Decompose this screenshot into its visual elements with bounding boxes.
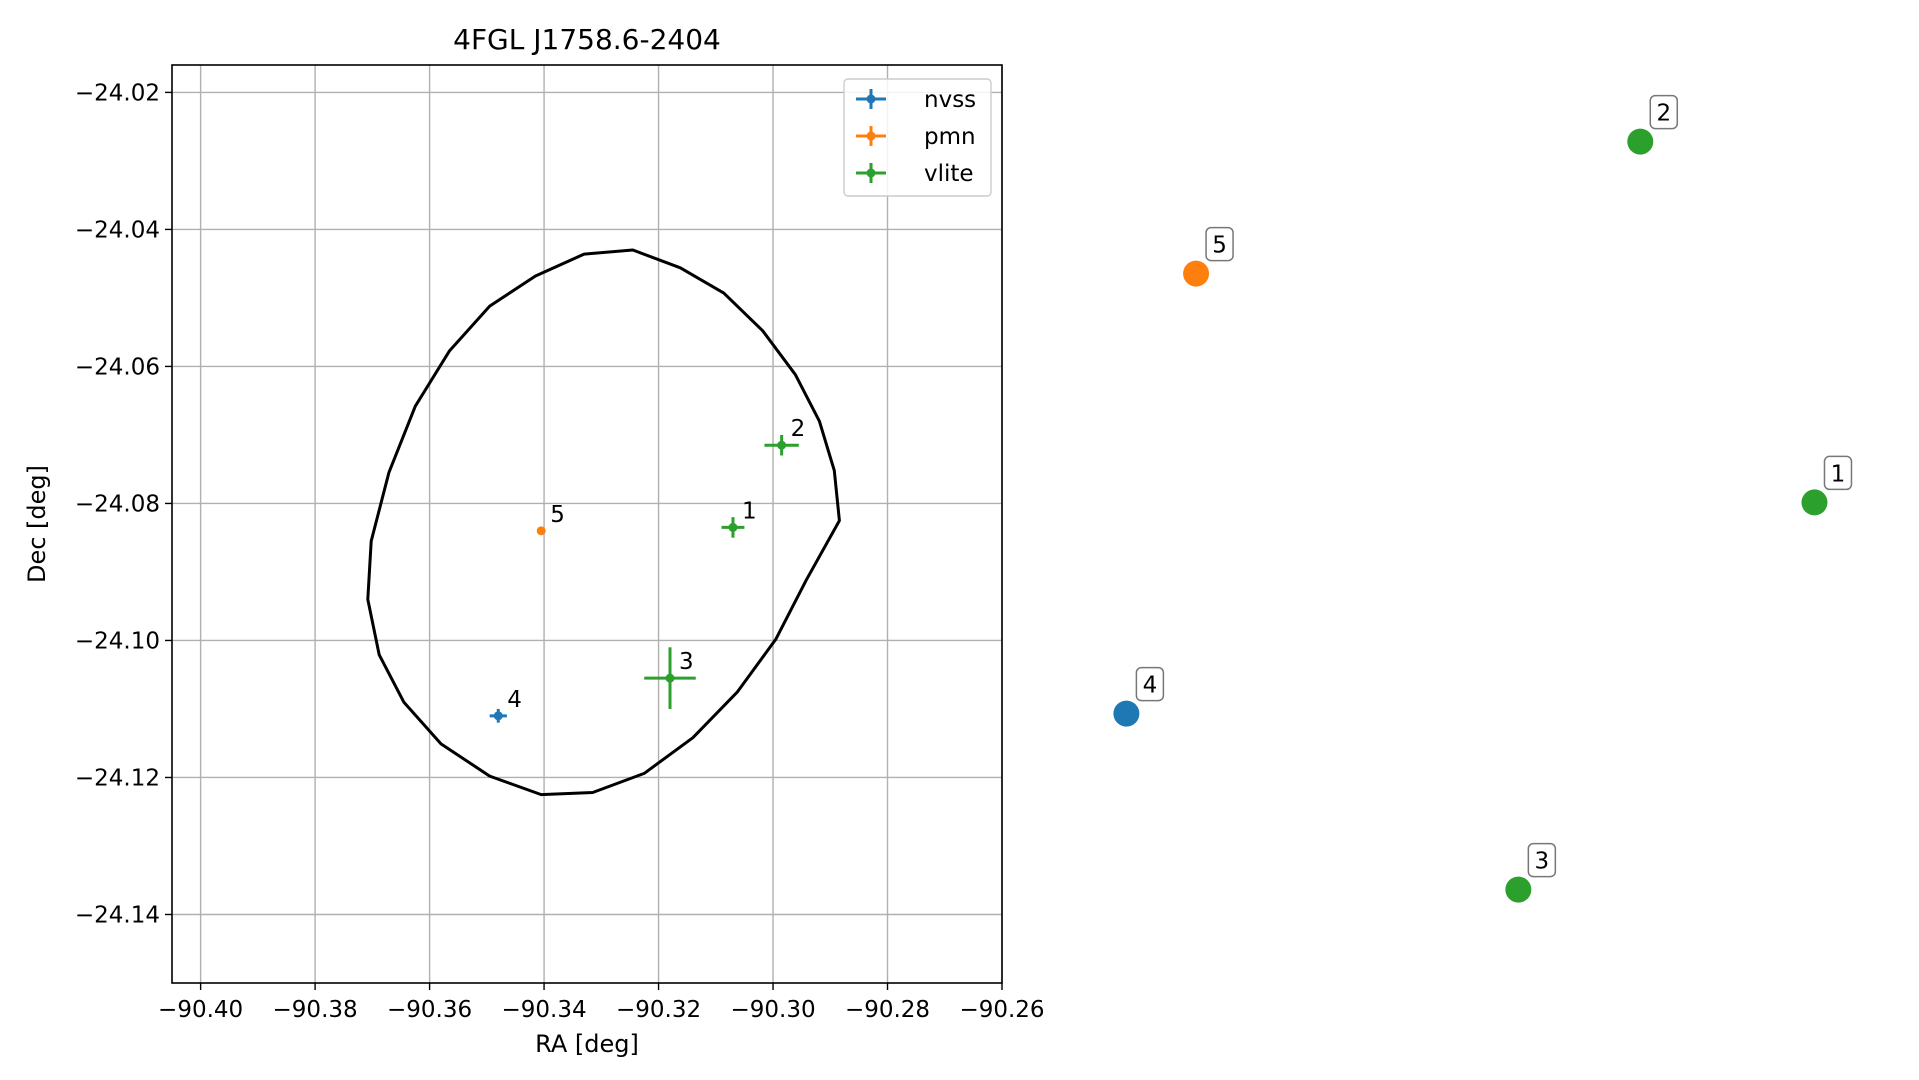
legend-label: nvss xyxy=(924,87,976,113)
chart-title: 4FGL J1758.6-2404 xyxy=(453,23,721,56)
plot-frame xyxy=(171,64,1003,984)
point-label: 5 xyxy=(550,502,565,528)
key-point-4: 4 xyxy=(1113,666,1165,727)
key-label-box xyxy=(1649,94,1679,130)
key-point-3: 3 xyxy=(1505,842,1557,903)
key-marker xyxy=(1183,260,1210,287)
point-vlite-2: 2 xyxy=(764,416,806,456)
y-axis-label: Dec [deg] xyxy=(23,465,51,583)
point-label: 1 xyxy=(742,498,757,524)
legend-marker xyxy=(866,168,876,178)
key-marker xyxy=(1113,700,1140,727)
error-ellipse-outline xyxy=(366,248,841,797)
x-axis-ticks: −90.40 −90.38 −90.36 −90.34 −90.32 −90.30 −90.… xyxy=(158,983,1045,1023)
key-label: 5 xyxy=(1212,233,1227,259)
key-point-2: 2 xyxy=(1627,94,1679,155)
y-tick-label: −24.04 xyxy=(75,217,160,243)
point-vlite-3: 3 xyxy=(644,647,696,709)
legend: nvss pmn vlite xyxy=(843,78,992,197)
legend-box xyxy=(843,78,992,197)
y-axis-ticks: −24.02 −24.04 −24.06 −24.08 −24.10 −24.12 −24.… xyxy=(75,80,172,928)
point-marker xyxy=(536,526,546,536)
point-marker xyxy=(493,711,503,721)
legend-marker xyxy=(866,94,876,104)
y-tick-label: −24.06 xyxy=(75,354,160,380)
y-tick-label: −24.10 xyxy=(75,628,160,654)
key-label: 1 xyxy=(1831,461,1846,487)
point-vlite-1: 1 xyxy=(721,498,757,538)
point-label: 3 xyxy=(679,649,694,675)
x-axis-label: RA [deg] xyxy=(535,1030,639,1058)
error-ellipse xyxy=(366,248,841,797)
key-label-box xyxy=(1135,666,1165,702)
point-nvss-4: 4 xyxy=(489,687,522,723)
key-label: 2 xyxy=(1656,101,1671,127)
key-marker xyxy=(1627,128,1654,155)
legend-label: vlite xyxy=(924,161,974,187)
x-tick-label: −90.26 xyxy=(959,997,1044,1023)
source-key-panel: 4 5 1 2 3 xyxy=(1113,94,1853,903)
y-tick-label: −24.02 xyxy=(75,80,160,106)
x-tick-label: −90.40 xyxy=(158,997,243,1023)
key-point-5: 5 xyxy=(1183,226,1234,287)
error-ellipse-panel: 4FGL J1758.6-2404 45 123 −90.40 −90.38 −90.… xyxy=(23,23,1045,1058)
y-tick-label: −24.14 xyxy=(75,902,160,928)
point-pmn-5: 5 xyxy=(536,502,565,536)
legend-item-nvss: nvss xyxy=(856,87,976,113)
key-point-1: 1 xyxy=(1801,455,1853,516)
point-marker xyxy=(665,673,675,683)
point-label: 2 xyxy=(791,416,806,442)
x-tick-label: −90.32 xyxy=(616,997,701,1023)
key-label: 3 xyxy=(1535,849,1550,875)
x-tick-label: −90.38 xyxy=(273,997,358,1023)
key-marker xyxy=(1505,876,1532,903)
x-tick-label: −90.36 xyxy=(387,997,472,1023)
key-label-box xyxy=(1823,455,1853,491)
key-label: 4 xyxy=(1143,673,1158,699)
key-label-box xyxy=(1205,226,1234,262)
point-label: 4 xyxy=(507,687,522,713)
y-tick-label: −24.12 xyxy=(75,765,160,791)
x-tick-label: −90.34 xyxy=(502,997,587,1023)
key-marker xyxy=(1801,489,1828,516)
point-marker xyxy=(777,440,787,450)
source-points: 4 5 1 2 3 xyxy=(489,416,806,723)
legend-label: pmn xyxy=(924,124,976,150)
point-marker xyxy=(728,522,738,532)
x-tick-label: −90.28 xyxy=(845,997,930,1023)
x-tick-label: −90.30 xyxy=(730,997,815,1023)
legend-item-pmn: pmn xyxy=(856,124,976,150)
legend-marker xyxy=(866,131,876,141)
legend-item-vlite: vlite xyxy=(856,161,974,187)
key-label-box xyxy=(1527,842,1557,878)
y-tick-label: −24.08 xyxy=(75,491,160,517)
